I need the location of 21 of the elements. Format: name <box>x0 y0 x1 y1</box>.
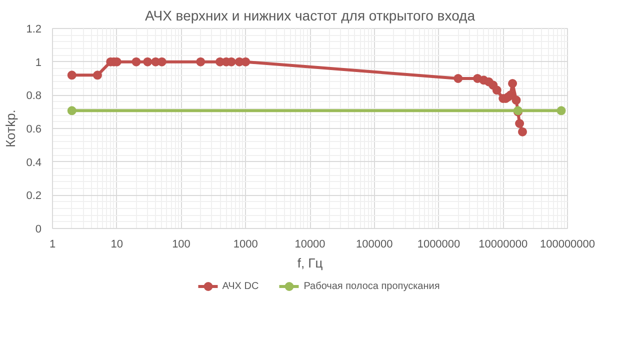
x-tick-label: 1 <box>49 238 56 250</box>
x-tick-label: 100000000 <box>540 238 596 250</box>
y-tick-label: 0.6 <box>26 124 42 136</box>
legend-label: Рабочая полоса пропускания <box>304 280 440 292</box>
y-tick-label: 1.2 <box>26 24 42 36</box>
x-tick-label: 100000 <box>356 238 393 250</box>
y-tick-label: 1 <box>35 56 42 69</box>
x-tick-label: 100 <box>172 238 190 250</box>
y-tick-label: 0.8 <box>26 90 42 102</box>
x-tick-label: 1000 <box>233 238 258 250</box>
chart-title: АЧХ верхних и нижних частот для открытого входа <box>144 8 476 24</box>
y-axis-title: Котkр. <box>3 110 18 148</box>
y-tick-label: 0.2 <box>26 190 42 202</box>
x-tick-label: 1000000 <box>417 238 460 250</box>
y-tick-label: 0 <box>35 224 42 236</box>
x-tick-label: 10 <box>110 238 124 250</box>
legend-label: АЧХ DC <box>222 280 259 292</box>
x-tick-label: 10000 <box>294 238 326 250</box>
x-axis-title: f, Гц <box>297 256 324 270</box>
y-tick-label: 0.4 <box>26 156 42 169</box>
x-tick-label: 10000000 <box>478 238 528 250</box>
